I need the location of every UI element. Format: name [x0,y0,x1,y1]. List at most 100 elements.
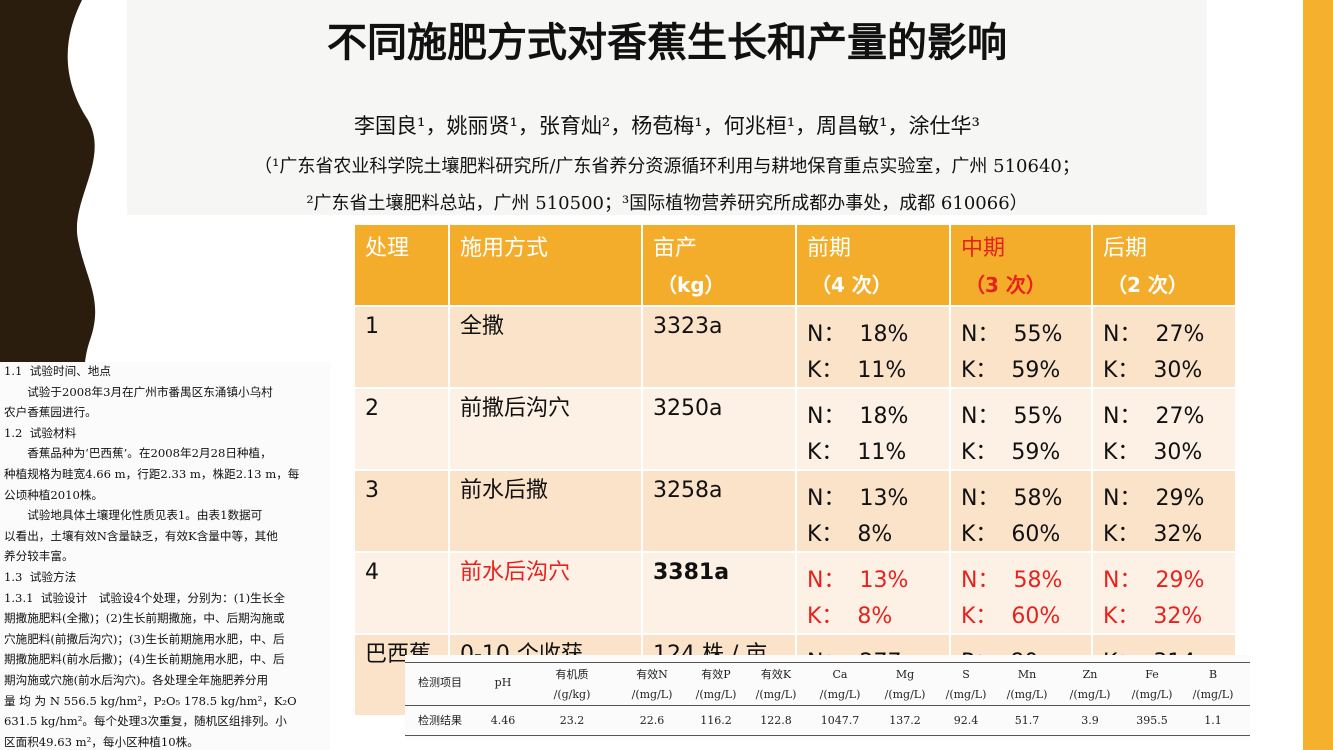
cell-text: N： 13% [807,486,909,511]
cell-text: K： 8% [807,522,893,547]
soil-header-text: /(mg/L) [1131,688,1173,701]
header-cell: 中期 （3 次） [951,225,1091,305]
soil-value: 92.4 [953,714,979,727]
soil-header-text: 有效K [760,668,792,681]
soil-header: Fe /(mg/L) [1117,667,1187,702]
soil-value: 3.9 [1081,714,1099,727]
soil-header-text: 有机质 [555,668,589,681]
table-cell: N： 27% K： 30% [1093,389,1235,469]
soil-header-text: /(mg/L) [695,688,737,701]
paper-authors: 李国良¹，姚丽贤¹，张育灿²，杨苞梅¹，何兆桓¹，周昌敏¹，涂仕华³ [354,114,980,138]
soil-header-text: /(mg/L) [945,688,987,701]
text-line: 1.3.1 试验设计 试验设4个处理，分别为：(1)生长全 [4,590,285,605]
text-line: 期沟施或穴施(前水后沟穴)。各处理全年施肥养分用 [4,673,269,687]
table-cell: N： 13% K： 8% [797,553,949,633]
cell-text: K： 8% [807,604,893,629]
cell-text: N： 55% [961,322,1063,347]
soil-value: 122.8 [760,714,792,727]
text-line: 以看出，土壤有效N含量缺乏，有效K含量中等，其他 [4,528,278,543]
cell-text: 前水后沟穴 [460,560,571,585]
soil-value: 检测结果 [418,714,462,727]
table-cell: 3323a [643,307,795,387]
header-text: （kg） [657,273,725,297]
soil-header: 有效N /(mg/L) [617,667,687,702]
soil-header-text: /(mg/L) [631,688,673,701]
cell-text: 前水后撒 [460,478,549,503]
soil-value: 22.6 [639,714,665,727]
cell-text: N： 27% [1103,322,1205,347]
soil-header-text: /(g/kg) [553,688,591,701]
cell-text: K： 60% [961,522,1061,547]
cell-text: K： 30% [1103,358,1203,383]
cell-text: 3 [365,478,379,503]
table-cell: N： 55% K： 59% [951,307,1091,387]
table-cell: 3 [355,471,448,551]
side-bar [1303,0,1333,750]
header-text: （2 次） [1107,273,1188,297]
table-cell: 前水后沟穴 [450,553,641,633]
header-text: 前期 [807,236,852,261]
text-line: 期撒施肥料(全撒)；(2)生长前期撒施，中、后期沟施或 [4,611,285,626]
cell-text: 前撒后沟穴 [460,396,571,421]
table-cell: 3381a [643,553,795,633]
soil-header-text: Zn [1082,668,1098,681]
cell-text: 2 [365,396,379,421]
paper-header: 不同施肥方式对香蕉生长和产量的影响 李国良¹，姚丽贤¹，张育灿²，杨苞梅¹，何兆… [127,0,1207,215]
table-cell: 前撒后沟穴 [450,389,641,469]
cell-text: K： 30% [1103,440,1203,465]
cell-text: 全撒 [460,314,505,339]
header-cell: 处理 [355,225,448,305]
text-line: 种植规格为畦宽4.66 m，行距2.33 m，株距2.13 m，每 [4,467,300,481]
text-line: 1.3 试验方法 [4,570,77,584]
header-text: 亩产 [653,236,698,261]
soil-value: 23.2 [559,714,585,727]
soil-header-text: /(mg/L) [1192,688,1234,701]
soil-header-text: /(mg/L) [819,688,861,701]
table-cell: N： 18% K： 11% [797,307,949,387]
cell-text: N： 29% [1103,486,1205,511]
soil-header-text: /(mg/L) [884,688,926,701]
soil-header: 有机质 /(g/kg) [537,667,607,702]
table-cell: 1 [355,307,448,387]
text-line: 香蕉品种为‘巴西蕉’。在2008年2月28日种植， [4,446,272,461]
soil-value: 1047.7 [820,714,860,727]
cell-text: N： 18% [807,404,909,429]
header-text: （4 次） [811,273,892,297]
header-text: 中期 [961,236,1006,261]
table-cell: N： 29% K： 32% [1093,553,1235,633]
table-cell: N： 29% K： 32% [1093,471,1235,551]
header-cell: 施用方式 [450,225,641,305]
soil-header: Ca /(mg/L) [805,667,875,702]
soil-header: Mg /(mg/L) [870,667,940,702]
table-cell: N： 58% K： 60% [951,471,1091,551]
table-cell: 前水后撒 [450,471,641,551]
soil-value: 116.2 [700,714,732,727]
soil-header: pH [468,675,538,690]
soil-header-text: Fe [1145,668,1159,681]
soil-header-text: 有效N [636,668,668,681]
soil-value: 51.7 [1014,714,1040,727]
text-line: 公顷种植2010株。 [4,487,104,502]
cell-text: 4 [365,560,379,585]
rule [405,705,1250,706]
table-cell: N： 27% K： 30% [1093,307,1235,387]
rule [405,662,1250,663]
cell-text: K： 32% [1103,522,1203,547]
cell-text: K： 32% [1103,604,1203,629]
header-text: 施用方式 [460,236,549,261]
header-text: 后期 [1103,236,1148,261]
method-text: 1.1 试验时间、地点 试验于2008年3月在广州市番禺区东涌镇小乌村 农户香蕉园… [0,362,330,750]
text-line: 试验于2008年3月在广州市番禺区东涌镇小乌村 [4,384,273,399]
cell-text: N： 58% [961,486,1063,511]
text-line: 试验地具体土壤理化性质见表1。由表1数据可 [4,508,263,523]
soil-header-text: Mg [895,668,915,681]
cell-text: N： 13% [807,568,909,593]
soil-table: 检测项目 pH 有机质 /(g/kg) 有效N /(mg/L) 有效P /(mg/L) 有效K /… [405,655,1250,740]
soil-header-text: 有效P [701,668,731,681]
cell-text: 1 [365,314,379,339]
soil-header: 有效K /(mg/L) [741,667,811,702]
soil-header-text: 检测项目 [418,676,462,689]
cell-text: N： 55% [961,404,1063,429]
soil-value: 395.5 [1136,714,1168,727]
